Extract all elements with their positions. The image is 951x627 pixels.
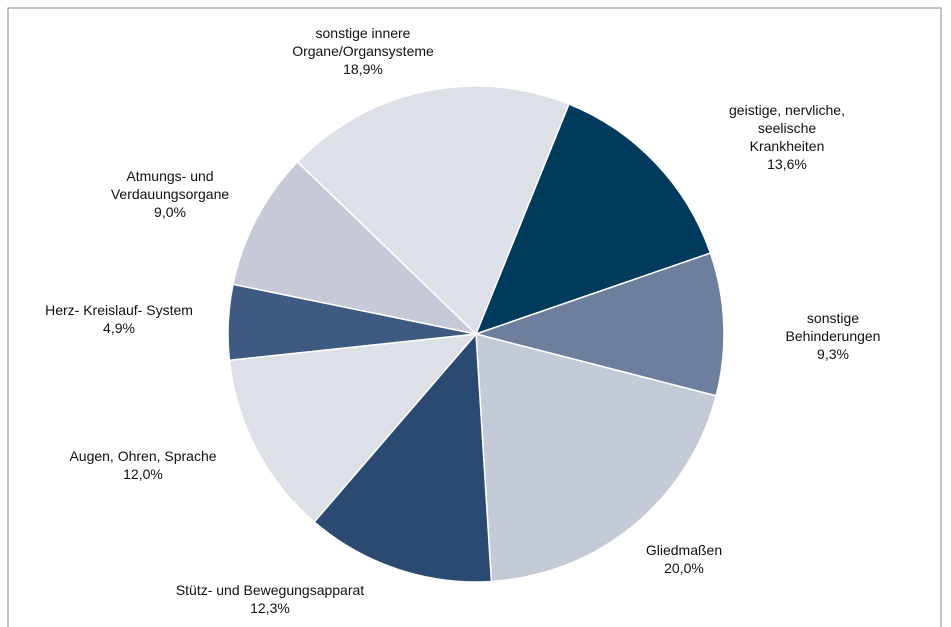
pie-slice <box>228 333 478 524</box>
pie-slice <box>313 332 493 583</box>
value-label: 12,0% <box>123 466 163 482</box>
category-label: Atmungs- und Verdauungsorgane <box>110 168 230 202</box>
pie-slice <box>232 160 479 336</box>
frame <box>7 7 942 627</box>
slice-label: Augen, Ohren, Sprache 12,0% <box>69 447 216 483</box>
category-label: Stütz- und Bewegungsapparat <box>175 582 365 598</box>
slice-label: Herz- Kreislauf- System 4,9% <box>45 301 193 337</box>
pie-slice <box>475 333 718 583</box>
value-label: 12,3% <box>250 600 290 616</box>
slice-label: sonstige innere Organe/Organsysteme 18,9% <box>292 24 434 78</box>
value-label: 18,9% <box>343 61 383 77</box>
category-label: Gliedmaßen <box>645 542 723 558</box>
category-label: sonstige Behinderungen <box>785 310 881 344</box>
slice-label: Gliedmaßen 20,0% <box>646 541 722 577</box>
value-label: 13,6% <box>767 156 807 172</box>
category-label: Herz- Kreislauf- System <box>45 302 193 318</box>
slice-label: sonstige Behinderungen 9,3% <box>774 309 892 363</box>
category-label: Augen, Ohren, Sprache <box>69 448 217 464</box>
slice-label: Atmungs- und Verdauungsorgane 9,0% <box>111 167 229 221</box>
value-label: 4,9% <box>103 320 135 336</box>
pie-slice <box>296 85 570 336</box>
category-label: geistige, nervliche, seelische Krankheit… <box>729 102 845 154</box>
slice-label: Stütz- und Bewegungsapparat 12,3% <box>176 581 364 617</box>
value-label: 9,3% <box>817 346 849 362</box>
pie-slice <box>474 103 712 336</box>
slice-label: geistige, nervliche, seelische Krankheit… <box>705 101 869 173</box>
pie-slice <box>473 252 725 397</box>
category-label: sonstige innere Organe/Organsysteme <box>292 25 434 59</box>
value-label: 9,0% <box>154 204 186 220</box>
value-label: 20,0% <box>664 560 704 576</box>
